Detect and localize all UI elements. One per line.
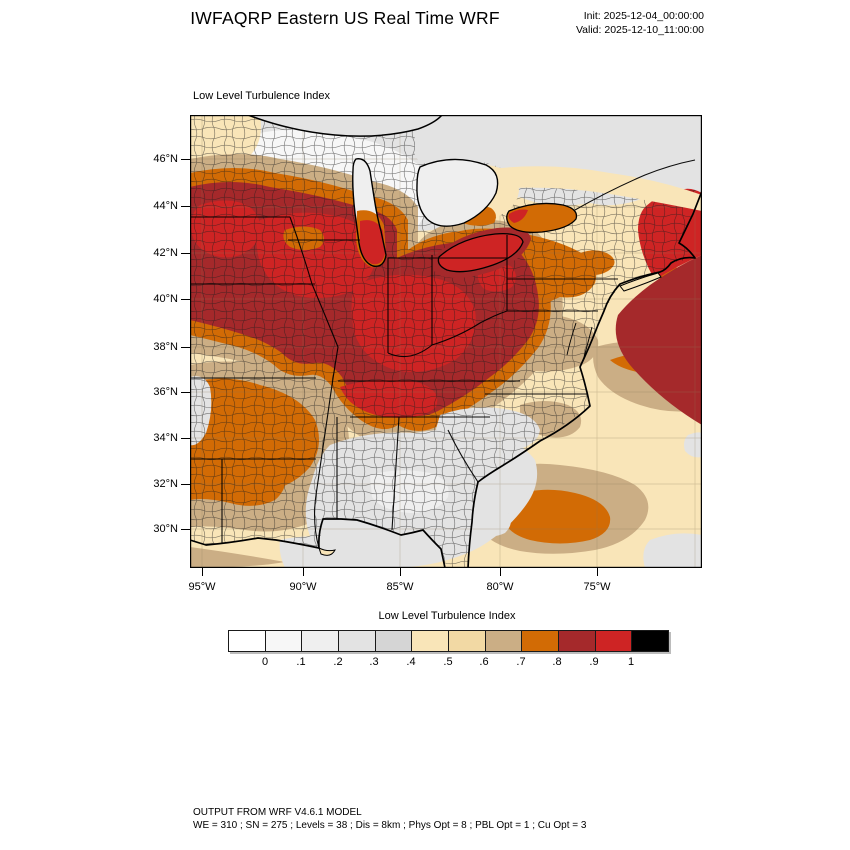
lat-tick: [181, 253, 190, 254]
colorbar-cell: [485, 631, 523, 651]
mississippi-delta: [318, 547, 336, 556]
turbulence-map-svg: [190, 115, 702, 568]
colorbar-tick-label: .4: [406, 656, 416, 668]
lon-tick: [597, 568, 598, 576]
field-gray-right-edge-ocean: [684, 432, 702, 458]
field-tan-gulf: [190, 547, 285, 568]
field-dark-red-ne-ocean: [615, 255, 702, 425]
lat-label: 40°N: [153, 293, 178, 305]
lat-label: 30°N: [153, 523, 178, 535]
colorbar-tick-label: .8: [552, 656, 562, 668]
lon-tick: [500, 568, 501, 576]
lon-label: 75°W: [583, 581, 611, 593]
init-time-label: Init: 2025-12-04_00:00:00: [583, 10, 704, 22]
colorbar-cell: [265, 631, 303, 651]
colorbar-cell: [632, 631, 669, 651]
lat-label: 34°N: [153, 432, 178, 444]
valid-time-label: Valid: 2025-12-10_11:00:00: [575, 23, 704, 36]
lake-michigan-red-lobe: [360, 220, 385, 265]
colorbar-tick-label: .6: [479, 656, 489, 668]
field-gray-bottom-right-ocean: [643, 533, 702, 568]
lake-michigan-outline: [352, 158, 387, 267]
lake-superior: [247, 115, 443, 137]
lat-tick: [181, 529, 190, 530]
colorbar-cell: [375, 631, 413, 651]
lake-ontario-red-tip: [508, 209, 528, 223]
colorbar-cell: [522, 631, 560, 651]
lon-label: 85°W: [386, 581, 414, 593]
coastline-gulf: [190, 518, 446, 568]
field-orange-se-ocean-blob: [502, 489, 611, 544]
colorbar-tick-label: .7: [516, 656, 526, 668]
map-border: [190, 115, 702, 568]
colorbar-tick-label: .3: [369, 656, 379, 668]
lake-erie: [437, 233, 524, 273]
colorbar-tick-label: .9: [589, 656, 599, 668]
colorbar-cell: [449, 631, 486, 651]
lon-label: 95°W: [188, 581, 216, 593]
lat-tick: [181, 347, 190, 348]
region-st-lawrence-cream: [492, 166, 702, 211]
lon-tick: [303, 568, 304, 576]
lat-label: 46°N: [153, 153, 178, 165]
lat-label: 42°N: [153, 247, 178, 259]
colorbar-cell: [559, 631, 596, 651]
region-canada-gray: [415, 115, 702, 193]
colorbar-tick-label: 0: [261, 656, 269, 668]
lat-tick: [181, 299, 190, 300]
lake-huron: [416, 158, 499, 227]
lon-label: 90°W: [289, 581, 317, 593]
colorbar-cell: [339, 631, 376, 651]
chesapeake-bay: [566, 322, 593, 368]
page-title: IWFAQRP Eastern US Real Time WRF: [190, 8, 500, 28]
lat-label: 44°N: [153, 200, 178, 212]
model-info-line2: WE = 310 ; SN = 275 ; Levels = 38 ; Dis …: [193, 820, 587, 831]
colorbar-cell: [229, 631, 266, 651]
lat-label: 32°N: [153, 478, 178, 490]
lon-tick: [202, 568, 203, 576]
map-panel: [190, 115, 702, 568]
model-info: OUTPUT FROM WRF V4.6.1 MODEL WE = 310 ; …: [193, 806, 586, 832]
lon-label: 80°W: [486, 581, 514, 593]
colorbar-cell: [412, 631, 450, 651]
colorbar-tick-label: .1: [296, 656, 306, 668]
map-variable-label: Low Level Turbulence Index: [193, 90, 330, 102]
colorbar-cell: [595, 631, 633, 651]
lat-tick: [181, 484, 190, 485]
colorbar-tick-label: 1: [627, 656, 635, 668]
lon-tick: [400, 568, 401, 576]
state-boundaries: [190, 159, 696, 549]
colorbar-tick-label: .5: [443, 656, 453, 668]
run-metadata: Init: 2025-12-04_00:00:00 Valid: 2025-12…: [576, 10, 704, 37]
lat-tick: [181, 159, 190, 160]
colorbar-title: Low Level Turbulence Index: [378, 610, 516, 622]
field-gray-ga-offshore: [473, 508, 511, 537]
lat-label: 36°N: [153, 386, 178, 398]
lat-tick: [181, 206, 190, 207]
colorbar-cell: [302, 631, 340, 651]
lat-tick: [181, 392, 190, 393]
lat-tick: [181, 438, 190, 439]
lat-label: 38°N: [153, 341, 178, 353]
long-island: [619, 272, 662, 292]
colorbar: [228, 630, 669, 652]
colorbar-tick-label: .2: [333, 656, 343, 668]
model-info-line1: OUTPUT FROM WRF V4.6.1 MODEL: [193, 807, 362, 818]
